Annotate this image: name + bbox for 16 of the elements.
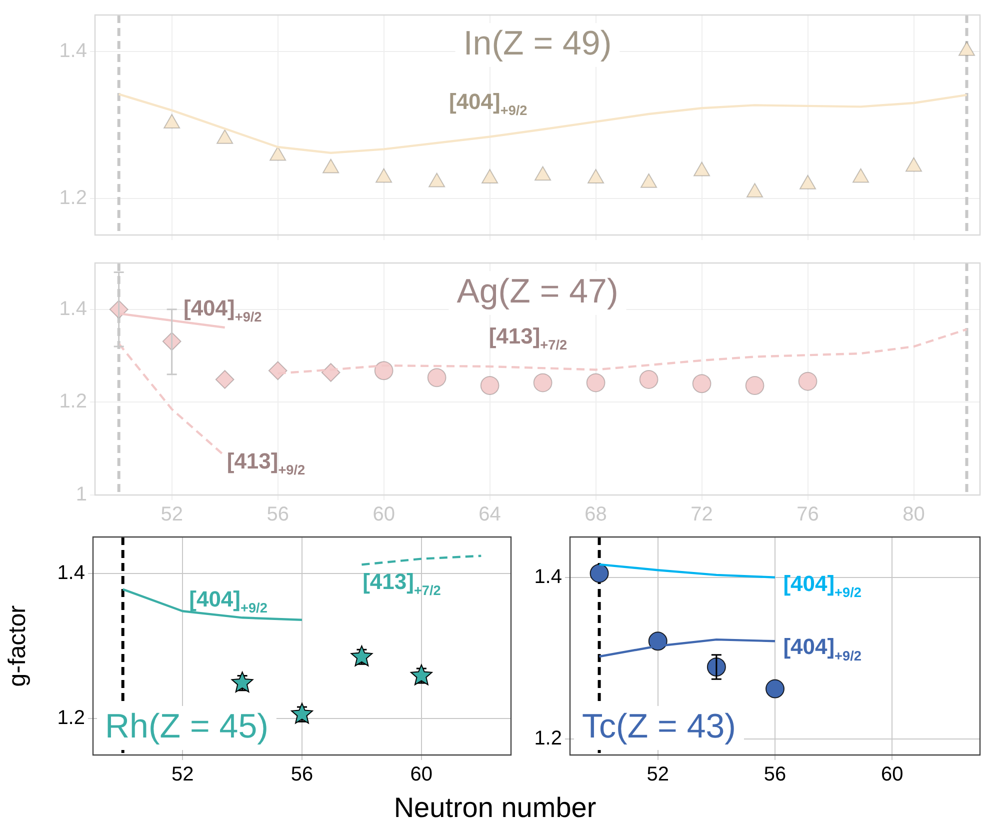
x-tick-label: 60 [410,764,433,786]
text: Tc(Z = 43) [582,707,736,746]
x-tick-label: 60 [881,764,904,786]
y-tick-label: 1.4 [57,562,85,584]
x-tick-label: 56 [290,764,314,786]
x-axis-title: Neutron number [392,792,598,824]
y-tick-label: 1.2 [534,727,562,750]
chart-title: Ag(Z = 47) [456,272,618,310]
text: Rh(Z = 45) [105,707,268,746]
y-tick-label: 1.4 [534,566,562,588]
x-tick-label: 56 [764,764,786,786]
y-axis-title: g-factor [4,605,32,687]
x-tick-label: 52 [646,764,669,786]
chart-title: In(Z = 49) [463,24,612,62]
x-tick-label: 52 [171,764,194,786]
y-tick-label: 1.2 [57,707,85,730]
